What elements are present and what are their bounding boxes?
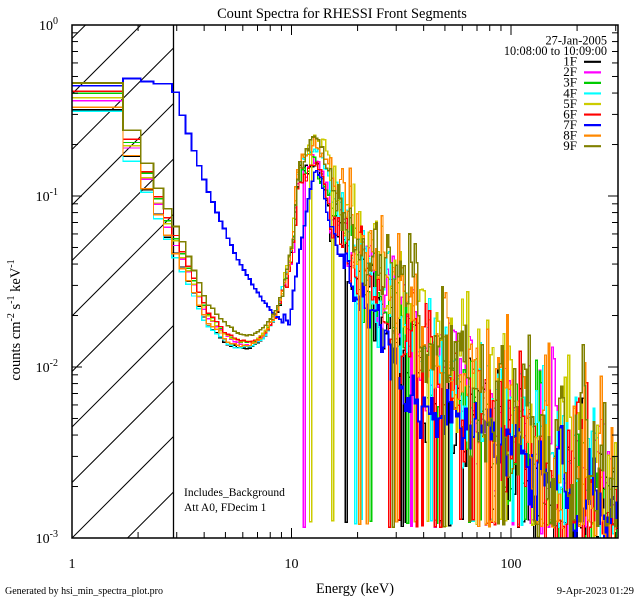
svg-text:Count Spectra for RHESSI Front: Count Spectra for RHESSI Front Segments [217,6,467,22]
svg-text:10:08:00 to 10:09:00: 10:08:00 to 10:09:00 [504,44,607,58]
svg-text:Att A0, FDecim 1: Att A0, FDecim 1 [184,502,267,514]
svg-text:10: 10 [285,557,299,572]
svg-text:9-Apr-2023 01:29: 9-Apr-2023 01:29 [557,585,634,597]
svg-text:Energy (keV): Energy (keV) [316,581,394,597]
svg-text:100: 100 [501,557,522,572]
svg-text:Generated by hsi_min_spectra_p: Generated by hsi_min_spectra_plot.pro [5,586,163,597]
svg-text:Includes_Background: Includes_Background [184,487,285,499]
svg-text:1: 1 [69,557,76,572]
svg-text:9F: 9F [563,138,577,153]
